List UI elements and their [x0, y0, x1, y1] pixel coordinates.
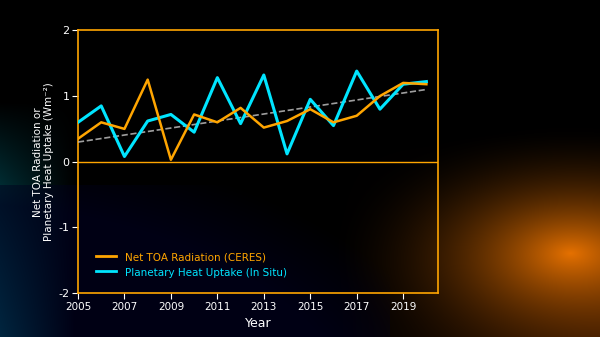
X-axis label: Year: Year — [245, 317, 271, 330]
Legend: Net TOA Radiation (CERES), Planetary Heat Uptake (In Situ): Net TOA Radiation (CERES), Planetary Hea… — [91, 247, 292, 283]
Y-axis label: Net TOA Radiation or
Planetary Heat Uptake (Wm⁻²): Net TOA Radiation or Planetary Heat Upta… — [33, 82, 55, 241]
